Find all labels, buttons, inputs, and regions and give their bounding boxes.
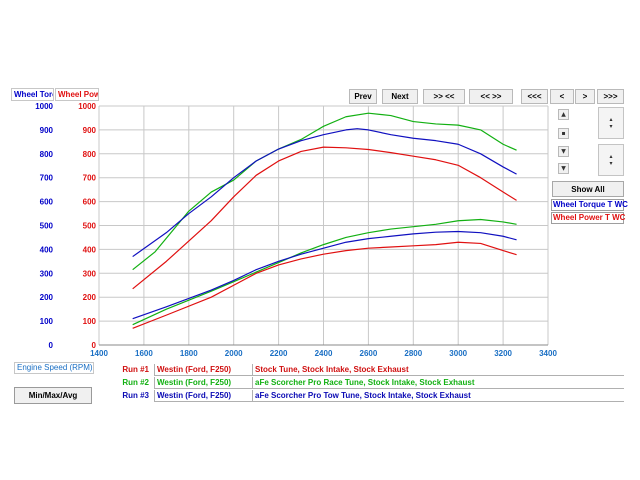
zoom-in-button[interactable]: >> << (423, 89, 465, 104)
x-tick-4: 2200 (270, 349, 288, 358)
y-tick-power-7: 700 (83, 174, 97, 183)
chart-series (132, 112, 517, 329)
x-tick-9: 3200 (494, 349, 512, 358)
scroll-left-button[interactable]: < (550, 89, 574, 104)
y-tick-torque-4: 400 (40, 245, 54, 254)
x-tick-7: 2800 (404, 349, 422, 358)
x-tick-10: 3400 (539, 349, 557, 358)
wheel-power-axis-header: Wheel Pow (55, 88, 99, 101)
y-tick-power-8: 800 (83, 150, 97, 159)
run-3-label: Run #3 (122, 391, 149, 400)
x-tick-5: 2400 (315, 349, 333, 358)
run-2-vehicle: Westin (Ford, F250) (154, 377, 252, 389)
x-tick-3: 2000 (225, 349, 243, 358)
next-button[interactable]: Next (382, 89, 418, 104)
y-axis-power-ticks: 0 100 200 300 400 500 600 700 800 900 1000 (78, 102, 96, 350)
x-tick-0: 1400 (90, 349, 108, 358)
y-tick-power-5: 500 (83, 222, 97, 231)
y-tick-torque-10: 1000 (35, 102, 53, 111)
y-tick-torque-5: 500 (40, 222, 54, 231)
y-tick-power-10: 1000 (78, 102, 96, 111)
show-all-button[interactable]: Show All (552, 181, 624, 197)
run-1-vehicle: Westin (Ford, F250) (154, 364, 252, 376)
x-tick-1: 1600 (135, 349, 153, 358)
y-tick-torque-1: 100 (40, 317, 54, 326)
min-max-avg-button[interactable]: Min/Max/Avg (14, 387, 92, 404)
x-axis-ticks: 1400 1600 1800 2000 2200 2400 2600 2800 3000 3200… (90, 349, 557, 358)
graph-frame (10, 86, 628, 408)
wheel-torque-axis-header: Wheel Torc (11, 88, 54, 101)
series-line-3 (132, 128, 517, 258)
y-tick-power-6: 600 (83, 198, 97, 207)
y-tick-power-4: 400 (83, 245, 97, 254)
y-tick-torque-7: 700 (40, 174, 54, 183)
run-3-description: aFe Scorcher Pro Tow Tune, Stock Intake,… (252, 390, 624, 402)
y-tick-torque-0: 0 (49, 341, 54, 350)
scroll-last-button[interactable]: >>> (597, 89, 624, 104)
scale-down-icon[interactable]: ▼ (558, 146, 569, 157)
run-1-description: Stock Tune, Stock Intake, Stock Exhaust (252, 364, 624, 376)
y-tick-power-2: 200 (83, 293, 97, 302)
y-tick-power-0: 0 (92, 341, 97, 350)
y-tick-torque-8: 800 (40, 150, 54, 159)
run-3-vehicle: Westin (Ford, F250) (154, 390, 252, 402)
series-line-4 (132, 241, 517, 329)
scroll-first-button[interactable]: <<< (521, 89, 548, 104)
x-axis-label: Engine Speed (RPM) (14, 362, 94, 374)
legend-wheel-torque[interactable]: Wheel Torque T WC (551, 199, 628, 211)
y-tick-power-1: 100 (83, 317, 97, 326)
run-2-description: aFe Scorcher Pro Race Tune, Stock Intake… (252, 377, 624, 389)
legend-wheel-power[interactable]: Wheel Power T WC (551, 212, 626, 224)
y-tick-torque-2: 200 (40, 293, 54, 302)
scroll-right-button[interactable]: > (575, 89, 595, 104)
x-tick-2: 1800 (180, 349, 198, 358)
series-line-2 (132, 112, 517, 271)
run-1-label: Run #1 (122, 365, 149, 374)
y-axis-torque-ticks: 0 100 200 300 400 500 600 700 800 900 1000 (35, 102, 53, 350)
y-tick-torque-3: 300 (40, 269, 54, 278)
prev-button[interactable]: Prev (349, 89, 377, 104)
x-tick-8: 3000 (449, 349, 467, 358)
y-axis-offset-icon[interactable]: ▴ ▾ (598, 144, 624, 176)
chart-grid (98, 105, 549, 346)
run-2-label: Run #2 (122, 378, 149, 387)
zoom-out-button[interactable]: << >> (469, 89, 513, 104)
scale-up-icon[interactable]: ▲ (558, 109, 569, 120)
scale-minus-icon[interactable]: ▪ (558, 128, 569, 139)
y-tick-power-9: 900 (83, 126, 97, 135)
y-tick-torque-9: 900 (40, 126, 54, 135)
scale-down-2-icon[interactable]: ▼ (558, 163, 569, 174)
series-line-6 (132, 230, 517, 320)
y-axis-range-icon[interactable]: ▴ ▾ (598, 107, 624, 139)
x-tick-6: 2600 (360, 349, 378, 358)
y-tick-torque-6: 600 (40, 198, 54, 207)
y-tick-power-3: 300 (83, 269, 97, 278)
series-line-5 (132, 218, 517, 326)
series-line-1 (132, 146, 517, 290)
